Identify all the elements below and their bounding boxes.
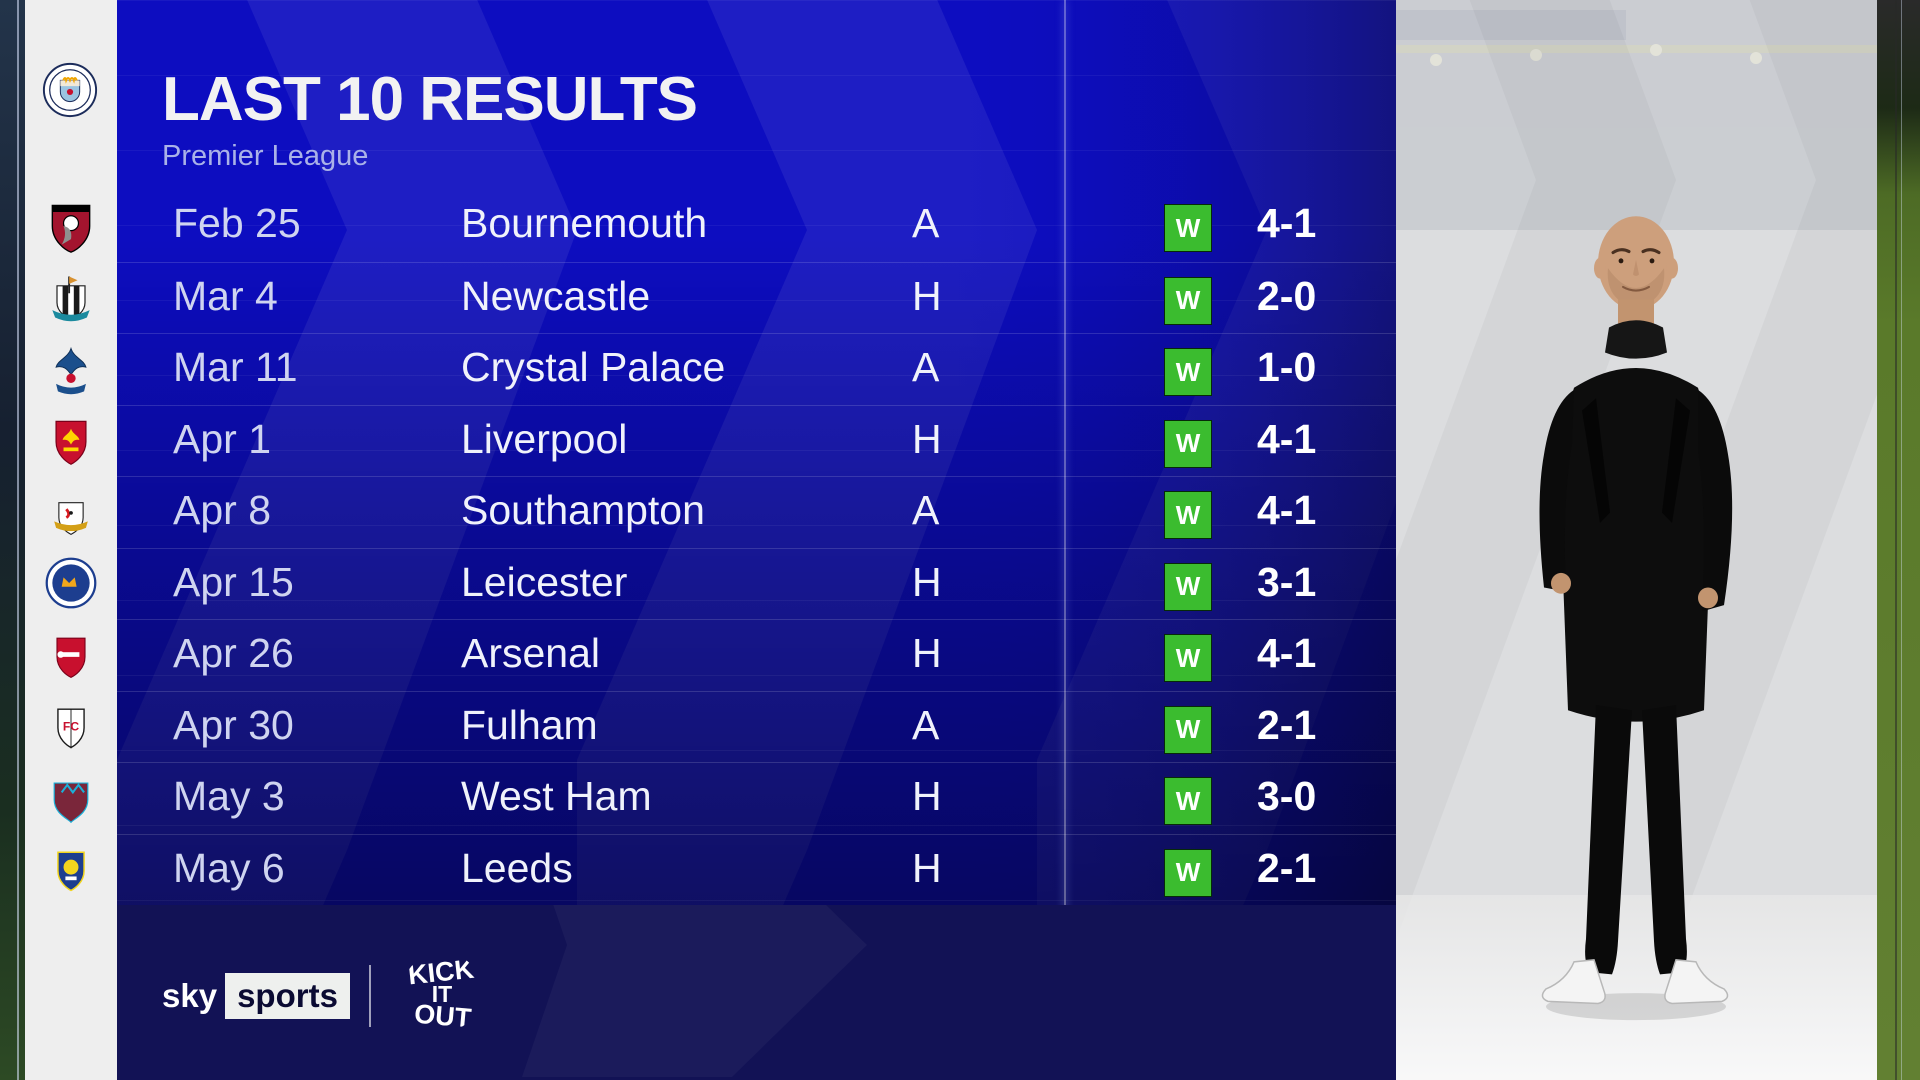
svg-text:OUT: OUT bbox=[413, 999, 473, 1033]
